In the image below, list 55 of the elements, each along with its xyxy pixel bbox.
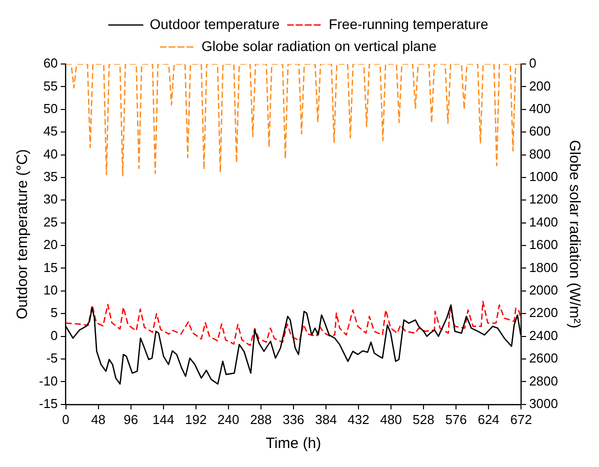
legend-label: Globe solar radiation on vertical plane (201, 38, 437, 54)
y-tick-label: 25 (43, 214, 58, 230)
y2-tick-label: 400 (529, 100, 551, 116)
y-tick-label: 30 (43, 192, 58, 207)
y-tick-label: 10 (43, 282, 58, 298)
y2-tick-label: 800 (529, 146, 551, 162)
y2-tick-label: 1800 (529, 260, 558, 275)
y2-tick-label: 3000 (529, 396, 558, 411)
y2-tick-label: 1600 (529, 237, 558, 252)
y-tick-label: -15 (38, 396, 58, 411)
x-tick-label: 336 (282, 412, 304, 427)
line-series (66, 64, 522, 176)
y2-tick-label: 600 (529, 124, 551, 139)
x-tick-label: 48 (91, 412, 106, 427)
y-tick-label: 45 (43, 124, 58, 139)
y2-tick-label: 2000 (529, 282, 558, 298)
y-tick-label: 60 (43, 56, 58, 71)
x-tick-label: 432 (348, 412, 370, 427)
x-tick-label: 528 (412, 412, 434, 427)
x-tick-label: 624 (478, 412, 500, 427)
x-tick-label: 576 (445, 412, 467, 427)
y-tick-label: 15 (43, 260, 58, 275)
y2-tick-label: 1000 (529, 169, 558, 184)
y-axis-title: Outdoor temperature (°C) (14, 149, 32, 320)
y-tick-label: -5 (46, 350, 58, 366)
legend-label: Free-running temperature (328, 16, 488, 32)
x-tick-label: 0 (62, 412, 70, 427)
y2-tick-label: 2200 (529, 305, 558, 320)
y2-tick-label: 2600 (529, 350, 558, 366)
y2-tick-label: 1200 (529, 192, 558, 207)
x-tick-label: 96 (124, 412, 138, 427)
legend-label: Outdoor temperature (150, 16, 280, 32)
x-tick-label: 192 (185, 412, 207, 427)
y2-tick-label: 2400 (529, 328, 558, 343)
y-tick-label: 35 (43, 169, 58, 184)
x-tick-label: 240 (218, 412, 240, 427)
y2-tick-label: 0 (529, 56, 536, 71)
y-tick-label: 5 (50, 305, 58, 320)
y-tick-label: 20 (43, 237, 58, 252)
y2-tick-label: 200 (529, 78, 551, 94)
x-tick-label: 288 (250, 412, 272, 427)
y-tick-label: 50 (43, 100, 58, 116)
line-series (66, 300, 522, 346)
y-tick-label: -10 (38, 373, 58, 388)
x-tick-label: 384 (315, 412, 337, 427)
y2-tick-label: 2800 (529, 373, 558, 388)
y2-axis-title: Globe solar radiation (W/m²) (566, 140, 583, 328)
x-tick-label: 480 (380, 412, 402, 427)
y2-tick-label: 1400 (529, 214, 558, 230)
y-tick-label: 0 (50, 328, 58, 343)
x-tick-label: 672 (510, 412, 532, 427)
y-tick-label: 55 (43, 78, 58, 94)
y-tick-label: 40 (43, 146, 58, 162)
x-axis-title: Time (h) (266, 435, 322, 452)
x-tick-label: 144 (152, 412, 174, 427)
